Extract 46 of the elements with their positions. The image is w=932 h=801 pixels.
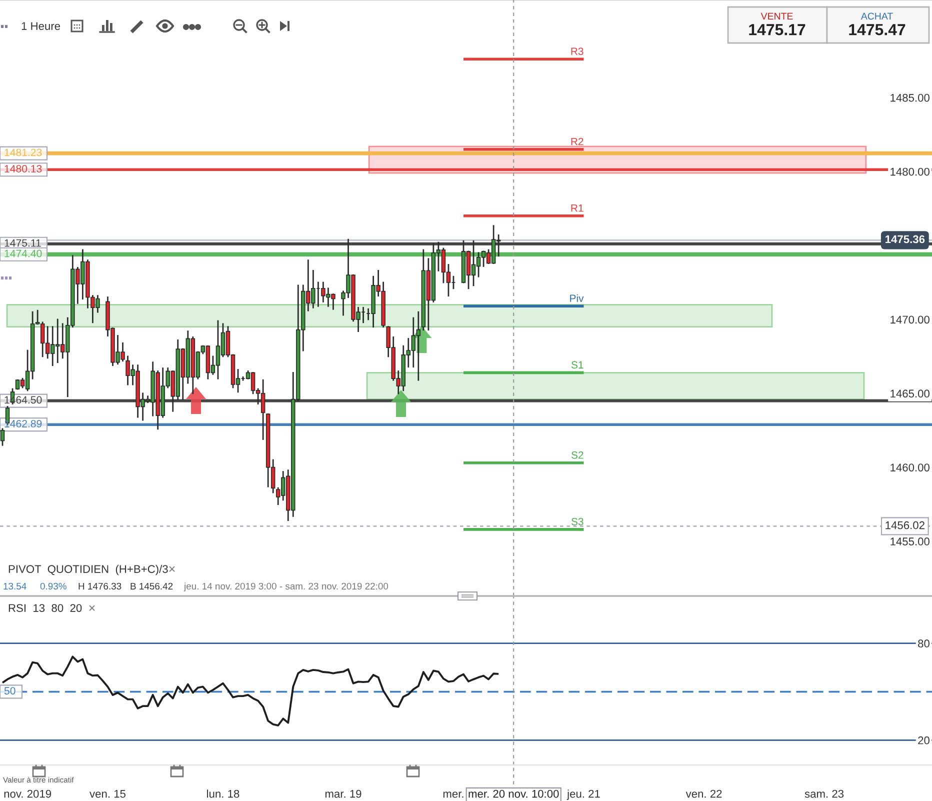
series-label: S2 [571, 451, 584, 459]
x-tick-label: lun. 18 [207, 790, 240, 798]
ref-line-label: 1480.13 [4, 164, 42, 172]
series-label: S3 [571, 518, 584, 526]
y-tick-label: 1460.00 [890, 464, 930, 472]
y-tick-label: 1465.00 [890, 390, 930, 398]
annotation: × [169, 566, 175, 572]
annotation: H 1476.33 [78, 582, 122, 590]
annotation: jeu. 14 nov. 2019 3:00 - sam. 23 nov. 2019 22:00 [184, 582, 388, 592]
ref-line-label: 1475.11 [4, 239, 41, 247]
annotation: × [89, 605, 95, 611]
ref-line-label: 1474.40 [4, 250, 42, 258]
annotation: 1 Heure [22, 22, 60, 30]
series-label: S1 [571, 361, 584, 369]
series-label: Piv [570, 294, 584, 302]
annotation: 1475.47 [849, 24, 906, 36]
x-tick-label: sam. 23 [804, 790, 844, 798]
y-tick-label: 1470.00 [890, 316, 930, 324]
y-tick-label: 80 [918, 640, 930, 648]
y-tick-label: 20 [918, 736, 930, 744]
annotation: 0.93% [40, 582, 66, 590]
x-tick-label: mer. [443, 792, 464, 798]
x-tick-label: nov. 2019 [4, 790, 52, 798]
y-tick-label: 1480.00 [890, 168, 930, 176]
annotation: 13.54 [4, 582, 26, 590]
annotation: PIVOT QUOTIDIEN (H+B+C)/3 [8, 564, 168, 576]
annotation: VENTE [760, 12, 793, 20]
x-tick-label: ven. 15 [90, 790, 126, 798]
series-label: R3 [571, 48, 584, 56]
ref-line-label: 50 [4, 687, 16, 695]
y-tick-label: 1485.00 [890, 94, 930, 102]
ref-line-label: 1462.89 [4, 420, 42, 428]
x-tick-label: jeu. 21 [566, 790, 600, 800]
annotation: B 1456.42 [130, 582, 173, 590]
x-tick-label: mar. 19 [325, 790, 362, 798]
text: RSI 13 80 20 [8, 604, 82, 612]
annotation: ACHAT [860, 12, 893, 20]
x-tick-label: ven. 22 [686, 790, 722, 798]
ref-line-label: 1475.36 [886, 235, 925, 244]
ref-line-label: 1481.23 [4, 148, 42, 156]
y-tick-label: 1455.00 [890, 538, 930, 546]
x-tick-label: mer. 20 nov. 10:00 [468, 790, 559, 798]
annotation: 1475.17 [749, 24, 806, 36]
series-label: R2 [571, 138, 584, 146]
series-label: R1 [571, 204, 584, 212]
ref-line-label: 1456.02 [886, 521, 924, 530]
